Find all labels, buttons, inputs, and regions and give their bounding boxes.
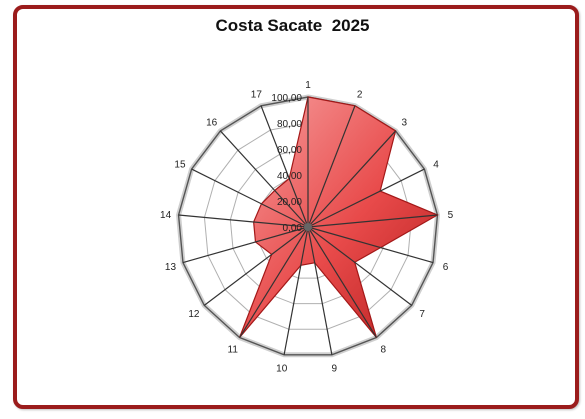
radar-series-area xyxy=(239,96,439,338)
category-label: 11 xyxy=(228,345,239,356)
axis-spoke xyxy=(191,168,309,228)
axis-spoke xyxy=(219,130,309,228)
category-label: 17 xyxy=(251,90,263,101)
radar-spokes xyxy=(178,97,438,355)
axis-spoke xyxy=(307,214,438,228)
axis-spoke xyxy=(283,226,309,355)
axis-spoke xyxy=(307,226,377,338)
category-label: 8 xyxy=(380,345,386,356)
category-label: 3 xyxy=(402,117,408,128)
tick-label: 40,00 xyxy=(277,171,302,182)
category-label: 13 xyxy=(165,262,177,273)
category-label: 12 xyxy=(188,309,200,320)
axis-spoke xyxy=(239,226,309,338)
category-label: 14 xyxy=(160,210,172,221)
axis-spoke xyxy=(307,226,434,264)
category-label: 5 xyxy=(448,210,454,221)
center-hub xyxy=(304,223,312,231)
axis-spoke xyxy=(260,105,309,228)
category-label: 10 xyxy=(276,364,288,375)
category-label: 2 xyxy=(357,90,363,101)
tick-label: 60,00 xyxy=(277,145,302,156)
category-label: 1 xyxy=(305,80,311,91)
grid-ring xyxy=(203,122,413,330)
radar-series xyxy=(239,96,439,338)
category-label: 4 xyxy=(433,159,439,170)
category-label: 15 xyxy=(174,159,186,170)
category-label: 7 xyxy=(419,309,425,320)
axis-spoke xyxy=(307,226,413,306)
tick-label: 100,00 xyxy=(271,93,302,104)
axis-spoke xyxy=(178,214,309,228)
radar-tick-labels: 0,00 20,00 40,00 60,00 80,00 100,00 xyxy=(271,93,302,234)
axis-spoke xyxy=(307,168,425,228)
category-label: 6 xyxy=(443,262,449,273)
tick-label: 20,00 xyxy=(277,197,302,208)
tick-label: 80,00 xyxy=(277,119,302,130)
tick-label: 0,00 xyxy=(283,223,303,234)
category-label: 9 xyxy=(331,364,337,375)
chart-title: Costa Sacate 2025 xyxy=(215,16,370,35)
category-label: 16 xyxy=(206,117,218,128)
axis-spoke xyxy=(307,130,397,228)
axis-spoke xyxy=(307,226,333,355)
axis-spoke xyxy=(307,105,356,228)
axis-spoke xyxy=(182,226,309,264)
axis-spoke xyxy=(203,226,309,306)
grid-ring xyxy=(177,96,439,356)
